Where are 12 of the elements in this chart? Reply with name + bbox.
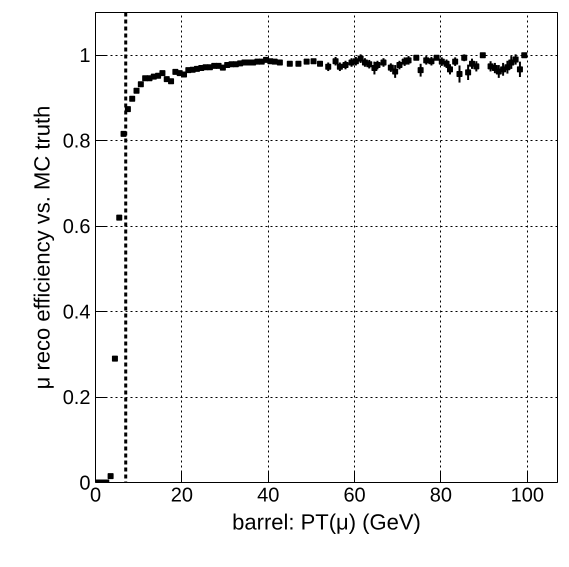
y-tick-label: 1 <box>79 45 90 68</box>
x-tick-label: 20 <box>170 484 193 506</box>
y-axis-title: μ reco efficiency vs. MC truth <box>30 106 55 390</box>
y-tick-label: 0.4 <box>62 302 91 324</box>
y-tick-label: 0.2 <box>62 387 91 410</box>
y-tick-label: 0.6 <box>62 216 91 238</box>
x-tick-label: 80 <box>430 484 452 506</box>
x-axis-title: barrel: PT(μ) (GeV) <box>232 510 421 534</box>
y-tick-label: 0.8 <box>62 130 91 153</box>
x-tick-label: 40 <box>257 484 280 506</box>
x-tick-label: 100 <box>510 484 544 506</box>
x-tick-label: 60 <box>343 484 366 506</box>
